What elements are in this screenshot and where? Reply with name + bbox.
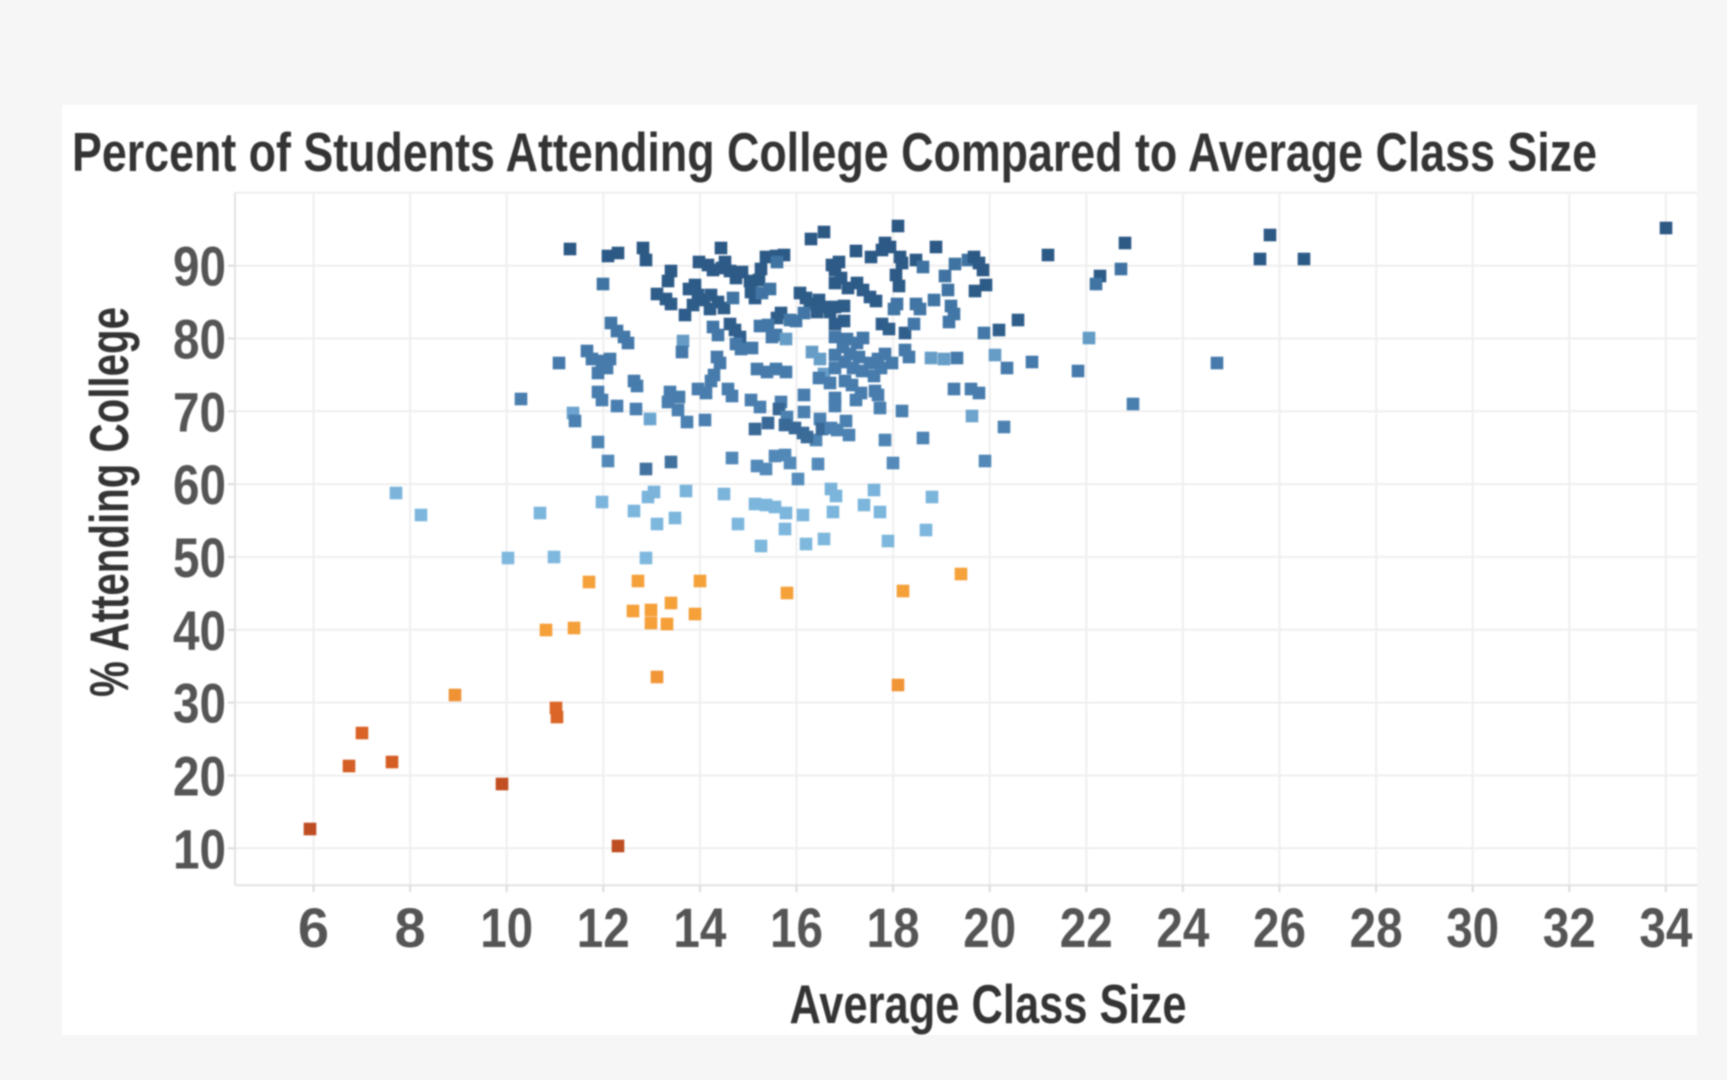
svg-text:30: 30 (173, 672, 226, 735)
svg-text:90: 90 (173, 235, 226, 298)
svg-text:8: 8 (395, 896, 426, 959)
svg-text:22: 22 (1060, 896, 1113, 959)
svg-text:28: 28 (1350, 896, 1403, 959)
svg-text:60: 60 (173, 453, 226, 516)
svg-text:Percent of Students Attending: Percent of Students Attending College Co… (72, 121, 1597, 183)
svg-text:10: 10 (173, 817, 226, 880)
svg-text:40: 40 (173, 599, 226, 662)
svg-text:16: 16 (770, 896, 823, 959)
svg-text:26: 26 (1253, 896, 1306, 959)
svg-text:10: 10 (480, 896, 533, 959)
svg-text:18: 18 (867, 896, 920, 959)
svg-text:24: 24 (1156, 896, 1209, 959)
svg-text:% Attending College: % Attending College (78, 307, 140, 697)
svg-text:50: 50 (173, 526, 226, 589)
svg-text:30: 30 (1446, 896, 1499, 959)
svg-text:32: 32 (1543, 896, 1596, 959)
svg-text:80: 80 (173, 308, 226, 371)
svg-text:20: 20 (173, 745, 226, 808)
svg-text:20: 20 (963, 896, 1016, 959)
svg-text:70: 70 (173, 380, 226, 443)
svg-text:6: 6 (298, 896, 329, 959)
svg-text:34: 34 (1639, 896, 1692, 959)
svg-text:12: 12 (577, 896, 630, 959)
svg-text:Average Class Size: Average Class Size (790, 973, 1187, 1035)
svg-text:14: 14 (673, 896, 726, 959)
